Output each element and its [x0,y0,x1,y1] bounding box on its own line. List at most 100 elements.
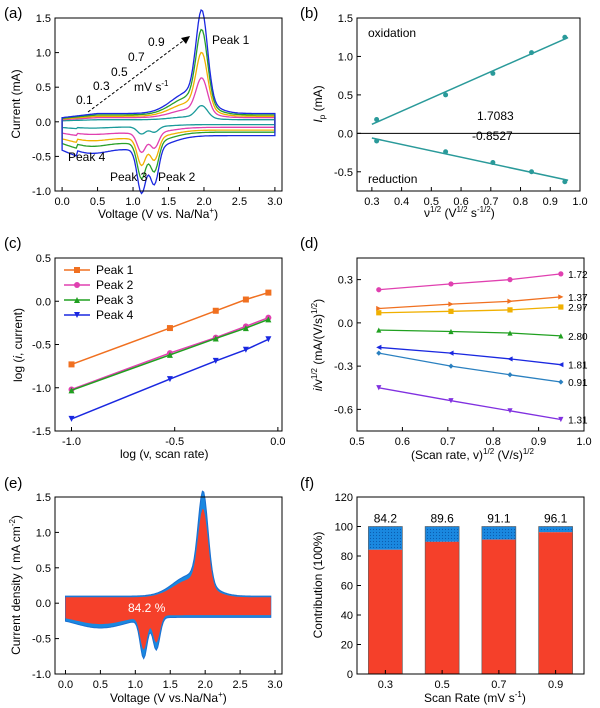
y-tick-label: 100 [335,522,353,534]
x-tick-label: 0.9 [548,679,563,691]
y-tick-label: 0.0 [338,128,353,140]
x-tick-label: 2.5 [232,196,247,208]
log-plot-panel: -1.0 -0.5 0.0 -1.5-1.0-0.50.00.5 Peak 1Pea… [11,253,286,461]
log-plot [68,289,272,422]
x-ticks-f: 0.3 0.5 0.7 0.9 [378,670,563,691]
data-point [166,376,173,383]
data-point [242,346,249,353]
data-point [74,297,80,303]
capacitive-bar [481,539,516,674]
voltage-label: 2.80 [568,332,588,343]
y-axis-label-d: i/v1/2 (mA/(V/s)1/2) [310,299,325,391]
x-tick-label: 0.5 [424,196,439,208]
x-tick-label: 2.5 [232,679,247,691]
oxidation-point [374,116,380,122]
x-ticks-d: 0.5 0.6 0.7 0.8 0.9 1.0 [349,427,592,448]
y-tick-label: 0.5 [338,90,353,102]
data-point [507,277,513,283]
data-point [376,327,382,333]
peak-4-label: Peak 4 [68,150,106,164]
data-point [448,328,454,335]
y-tick-label: 0.0 [338,318,353,330]
data-point [68,415,75,422]
data-point [507,408,513,414]
contribution-bar-panel: 84.2 89.6 91.1 96.1 0.3 0.5 0.7 0.9 0 20 40 60 80 1… [311,492,585,705]
data-point [558,294,564,300]
reduction-slope: -0.8527 [472,129,513,143]
x-tick-label: 0.0 [58,679,73,691]
voltage-series-line [378,352,561,383]
y-tick-label: 0.0 [36,296,51,308]
data-point [212,335,219,342]
diffusion-bar [481,526,516,540]
y-tick-label: -0.6 [334,404,353,416]
y-tick-label: 1.5 [338,13,353,25]
y-tick-label: 0.5 [36,253,51,265]
x-axis-label-f: Scan Rate (mV s-1) [424,690,526,705]
capacitive-bar [538,532,573,674]
y-tick-label: -1.0 [32,186,51,198]
y-tick-label: -0.5 [32,634,51,646]
bar-value-label: 91.1 [487,512,511,526]
scan-rate-0.3: 0.3 [93,79,110,93]
x-tick-label: 1.5 [163,679,178,691]
x-tick-label: 0.4 [394,196,409,208]
voltage-label: 1.81 [568,361,588,372]
y-ticks-b: -0.5 0.0 0.5 1.0 1.5 [334,13,361,179]
legend-label: Peak 3 [96,293,134,307]
oxidation-point [490,70,496,76]
x-tick-label: -0.5 [165,436,184,448]
x-tick-label: 0.6 [453,196,468,208]
plot-frame-d [356,257,585,432]
x-tick-label: 1.0 [576,436,591,448]
data-point [376,310,382,316]
voltage-label: 2.97 [568,303,588,314]
data-point [448,308,454,314]
reduction-point [443,149,449,155]
y-axis-label-e: Current density ( mA cm-2) [8,515,23,655]
x-ticks-a: 0.0 0.5 1.0 1.5 2.0 2.5 3.0 [54,187,283,208]
voltage-series-line [378,346,561,366]
scan-rate-arrowhead [181,36,190,44]
data-point [376,344,382,350]
data-point [558,271,564,277]
x-tick-label: 3.0 [267,679,282,691]
x-tick-label: 0.3 [378,679,393,691]
data-point [448,281,454,287]
cv-curve-0.5 [61,51,276,167]
x-tick-label: 0.5 [93,679,108,691]
x-tick-label: 0.5 [90,196,105,208]
y-ticks-f: 0 20 40 60 80 100 120 [335,492,361,681]
x-tick-label: 0.0 [54,196,69,208]
voltage-label: 1.72 [568,270,588,281]
scan-rate-0.5: 0.5 [111,65,128,79]
data-point [68,387,75,394]
data-point [212,307,219,314]
data-point [376,287,382,293]
x-tick-label: 2.0 [196,196,211,208]
data-point [558,304,564,310]
peak-current-plot [357,34,580,185]
x-tick-label: 2.0 [198,679,213,691]
data-point [74,282,80,288]
capacitive-area-plot [65,490,272,660]
y-tick-label: -0.5 [32,340,51,352]
scan-rate-0.1: 0.1 [76,93,93,107]
data-point [507,307,513,313]
scan-rate-0.9: 0.9 [148,35,165,49]
data-point [448,350,454,356]
data-point [507,372,513,378]
data-point [242,325,249,332]
panel-label-d: (d) [300,235,318,252]
y-axis-label-f: Contribution (100%) [311,532,325,639]
y-ticks-d: -0.6 -0.3 0.0 0.3 [334,275,361,416]
y-tick-label: -1.0 [32,383,51,395]
plot-frame-c [54,257,283,432]
y-ticks-c: -1.5 -1.0 -0.5 0.0 0.5 [32,253,59,438]
y-tick-label: 0.5 [36,563,51,575]
x-tick-label: 0.6 [395,436,410,448]
panel-label-a: (a) [4,5,22,22]
data-point [166,351,173,358]
x-axis-label-a: Voltage (V vs. Na/Na+) [98,206,218,221]
x-tick-label: 0.9 [531,436,546,448]
